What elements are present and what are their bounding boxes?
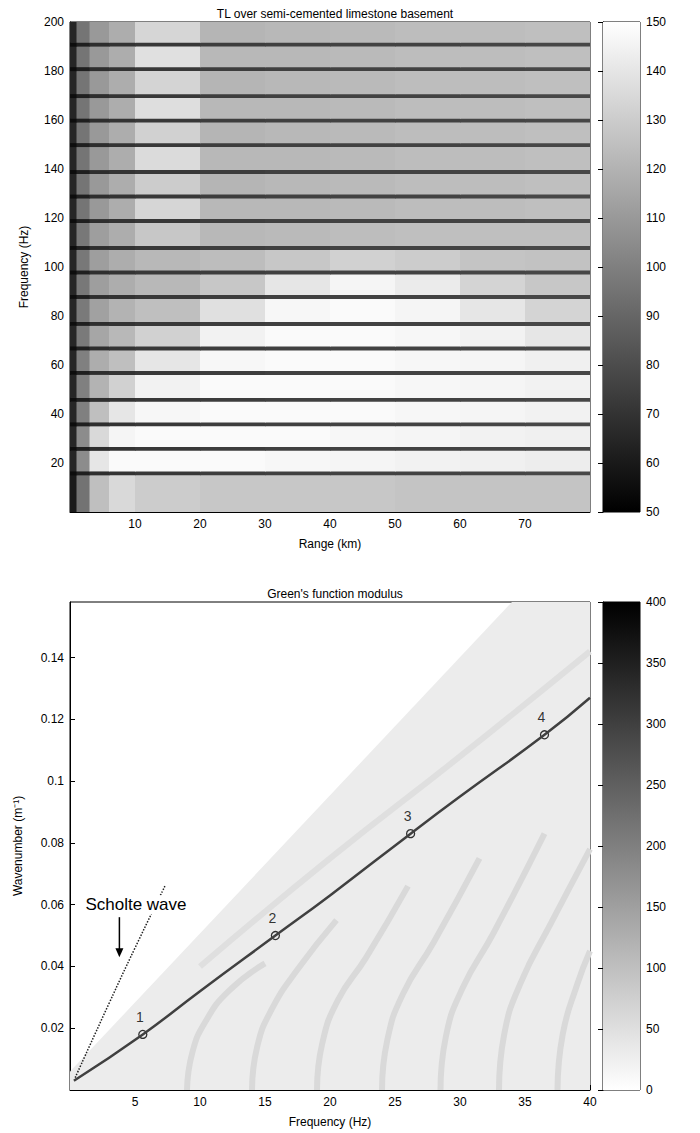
- svg-text:150: 150: [646, 15, 666, 29]
- svg-text:60: 60: [646, 456, 660, 470]
- svg-text:80: 80: [51, 309, 65, 323]
- svg-text:0.1: 0.1: [47, 774, 64, 788]
- svg-text:60: 60: [51, 358, 65, 372]
- svg-text:80: 80: [646, 358, 660, 372]
- svg-text:70: 70: [518, 517, 532, 531]
- svg-text:0: 0: [646, 1083, 653, 1097]
- svg-text:200: 200: [646, 839, 666, 853]
- svg-text:60: 60: [453, 517, 467, 531]
- svg-text:20: 20: [51, 456, 65, 470]
- svg-text:140: 140: [646, 64, 666, 78]
- svg-text:25: 25: [388, 1095, 402, 1109]
- svg-text:120: 120: [44, 211, 64, 225]
- svg-text:250: 250: [646, 778, 666, 792]
- svg-text:20: 20: [323, 1095, 337, 1109]
- svg-text:Scholte wave: Scholte wave: [85, 895, 186, 914]
- svg-text:2: 2: [269, 910, 277, 926]
- svg-text:40: 40: [583, 1095, 597, 1109]
- svg-text:Wavenumber (m⁻¹): Wavenumber (m⁻¹): [11, 796, 25, 896]
- svg-text:0.06: 0.06: [41, 898, 65, 912]
- svg-text:1: 1: [136, 1009, 144, 1025]
- svg-text:10: 10: [193, 1095, 207, 1109]
- svg-text:150: 150: [646, 900, 666, 914]
- svg-text:50: 50: [646, 505, 660, 519]
- svg-text:100: 100: [646, 260, 666, 274]
- svg-text:35: 35: [518, 1095, 532, 1109]
- svg-text:15: 15: [258, 1095, 272, 1109]
- svg-text:90: 90: [646, 309, 660, 323]
- svg-text:300: 300: [646, 717, 666, 731]
- svg-text:110: 110: [646, 211, 665, 225]
- svg-text:30: 30: [453, 1095, 467, 1109]
- svg-text:160: 160: [44, 113, 64, 127]
- svg-text:40: 40: [323, 517, 337, 531]
- svg-text:30: 30: [258, 517, 272, 531]
- svg-text:50: 50: [646, 1022, 660, 1036]
- svg-text:140: 140: [44, 162, 64, 176]
- svg-text:70: 70: [646, 407, 660, 421]
- svg-text:4: 4: [538, 709, 546, 725]
- svg-text:Frequency (Hz): Frequency (Hz): [17, 226, 31, 309]
- svg-text:100: 100: [44, 260, 64, 274]
- svg-text:0.08: 0.08: [41, 836, 65, 850]
- svg-text:0.04: 0.04: [41, 959, 65, 973]
- svg-text:40: 40: [51, 407, 65, 421]
- svg-text:350: 350: [646, 656, 666, 670]
- svg-text:0.12: 0.12: [41, 712, 65, 726]
- svg-text:120: 120: [646, 162, 666, 176]
- svg-text:0.02: 0.02: [41, 1021, 65, 1035]
- svg-text:130: 130: [646, 113, 666, 127]
- svg-text:Green's function modulus: Green's function modulus: [267, 587, 403, 601]
- svg-text:3: 3: [404, 808, 412, 824]
- svg-text:20: 20: [193, 517, 207, 531]
- svg-text:200: 200: [44, 15, 64, 29]
- svg-text:10: 10: [128, 517, 142, 531]
- svg-text:TL over semi-cemented limeston: TL over semi-cemented limestone basement: [217, 7, 454, 21]
- svg-text:100: 100: [646, 961, 666, 975]
- svg-text:0.14: 0.14: [41, 651, 65, 665]
- svg-text:400: 400: [646, 595, 666, 609]
- svg-text:Frequency (Hz): Frequency (Hz): [289, 1115, 372, 1129]
- svg-text:180: 180: [44, 64, 64, 78]
- svg-text:50: 50: [388, 517, 402, 531]
- svg-text:Range (km): Range (km): [299, 537, 362, 551]
- svg-text:5: 5: [132, 1095, 139, 1109]
